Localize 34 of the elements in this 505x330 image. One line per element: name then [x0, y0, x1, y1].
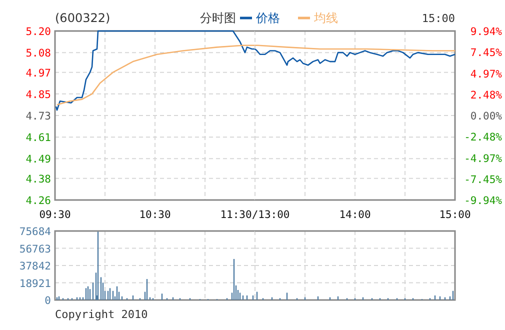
y-tick-label: 4.61: [26, 132, 51, 144]
y-tick-label: 4.49: [26, 154, 51, 166]
x-tick-label: 09:30: [39, 209, 71, 221]
legend-label: 均线: [313, 11, 338, 25]
y-tick-label: 4.38: [26, 173, 51, 186]
y-tick-label: 37842: [19, 260, 51, 272]
y-tick-label: 18921: [19, 278, 51, 290]
x-tick-label: 14:00: [339, 209, 371, 221]
text: Copyright 2010: [55, 308, 148, 321]
chart-subtitle: 分时图: [200, 11, 236, 25]
text: 9.94%: [470, 26, 502, 38]
y-tick-label: 5.20: [26, 26, 51, 38]
y-tick-label: 4.26: [26, 195, 51, 207]
y-tick-label: 4.73: [26, 110, 51, 122]
text: -4.97%: [464, 152, 502, 165]
x-tick-label: 10:30: [139, 209, 171, 221]
y-tick-label: 0: [44, 295, 51, 307]
text: 7.45%: [470, 47, 502, 60]
y-tick-label: 4.97: [26, 67, 51, 80]
x-tick-label: 15:00: [439, 209, 471, 221]
text: -2.48%: [464, 132, 502, 144]
legend-label: 价格: [255, 11, 280, 25]
x-tick-label: 11:30/13:00: [220, 209, 290, 221]
y-tick-label: 56763: [19, 243, 51, 256]
text: -9.94%: [464, 195, 502, 207]
y-tick-label: 4.85: [26, 88, 51, 101]
text: 0.00%: [470, 110, 502, 122]
text: -7.45%: [464, 174, 502, 186]
y-tick-label: 75684: [19, 226, 51, 238]
text: 15:00: [422, 12, 455, 25]
text: 4.97%: [470, 68, 502, 80]
y-tick-label: 5.08: [26, 48, 51, 60]
text: 2.48%: [470, 89, 502, 102]
chart-title: (600322): [55, 11, 110, 25]
